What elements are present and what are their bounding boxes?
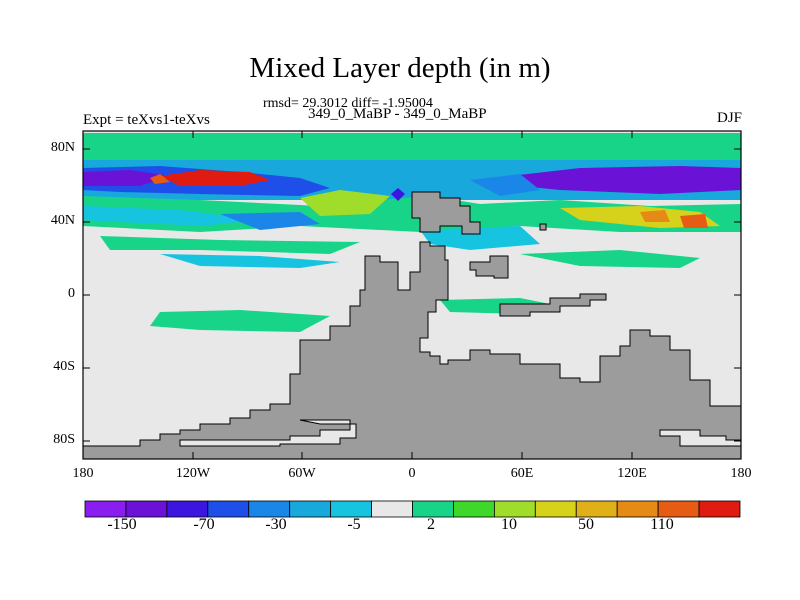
midlat-cyan-streak — [420, 226, 540, 250]
season-label: DJF — [716, 110, 742, 126]
landmass-north-africa — [469, 255, 509, 279]
subtropic-green-streak — [100, 236, 360, 254]
colorbar-box-13 — [616, 500, 659, 518]
colorbar-label-2: 2 — [427, 516, 435, 533]
indian-green-streak — [520, 250, 700, 268]
axis-ticks — [83, 131, 741, 459]
experiment-label: Expt = teXvs1-teXvs — [83, 112, 210, 128]
ytick-label-40n: 40N — [50, 213, 75, 228]
north-pacific-positive-core — [160, 170, 270, 186]
east-pacific-hot — [640, 210, 670, 222]
plot-title: Mixed Layer depth (in m) — [249, 52, 551, 84]
colorbar — [84, 500, 741, 518]
colorbar-box-15 — [698, 500, 741, 518]
ytick-label-80n: 80N — [50, 140, 75, 155]
colorbar-box-11 — [534, 500, 577, 518]
landmass-antarctic-inset — [179, 419, 357, 447]
experiment-subtitle: 349_0_MaBP - 349_0_MaBP — [308, 106, 487, 122]
colorbar-box-3 — [207, 500, 250, 518]
ytick-label-0: 0 — [68, 286, 75, 301]
landmass-americas — [82, 241, 742, 460]
colorbar-box-5 — [289, 500, 332, 518]
colorbar-box-1 — [125, 500, 168, 518]
colorbar-box-12 — [575, 500, 618, 518]
landmass-maritime — [499, 293, 607, 317]
colorbar-box-8 — [412, 500, 454, 518]
xtick-label-0: 0 — [408, 466, 416, 481]
colorbar-label-minus70: -70 — [193, 516, 215, 533]
subtropic-cyan-streak — [160, 254, 340, 268]
xtick-label-60w: 60W — [288, 466, 316, 481]
ytick-label-40s: 40S — [53, 359, 75, 374]
colorbar-box-14 — [657, 500, 700, 518]
xtick-label-120w: 120W — [175, 466, 211, 481]
north-atlantic-marker — [391, 188, 405, 201]
ytick-label-80s: 80S — [53, 432, 75, 447]
colorbar-box-6 — [330, 500, 372, 518]
colorbar-label-10: 10 — [501, 516, 517, 533]
map-panel — [82, 130, 742, 460]
tropical-green-band — [150, 310, 330, 332]
xtick-label-180-left: 180 — [72, 466, 94, 481]
landmass-greenland — [411, 191, 481, 235]
colorbar-label-minus5: -5 — [347, 516, 361, 533]
xtick-label-60e: 60E — [510, 466, 534, 481]
colorbar-box-9 — [453, 500, 495, 518]
stats-label: rmsd= 29.3012 diff= -1.95004 — [263, 96, 433, 111]
north-atlantic-yellow — [300, 190, 390, 216]
colorbar-label-50: 50 — [578, 516, 594, 533]
colorbar-box-7 — [371, 500, 413, 518]
eurasia-blue-band — [470, 174, 540, 196]
colorbar-label-minus150: -150 — [107, 516, 137, 533]
landmass-small-island — [539, 223, 547, 231]
land-masses — [82, 191, 742, 460]
east-pacific-warm — [560, 206, 720, 228]
colorbar-box-2 — [166, 500, 209, 518]
east-pacific-hot-2 — [680, 214, 708, 228]
xtick-label-120e: 120E — [617, 466, 647, 481]
colorbar-box-10 — [493, 500, 536, 518]
eurasia-negative-band — [510, 166, 741, 194]
north-pacific-deep-negative — [83, 170, 170, 186]
colorbar-box-0 — [84, 500, 127, 518]
colorbar-label-minus30: -30 — [265, 516, 287, 533]
colorbar-label-110: 110 — [650, 516, 674, 533]
midlat-blue-streak — [220, 212, 320, 230]
xtick-label-180-right: 180 — [730, 466, 752, 481]
colorbar-box-4 — [248, 500, 291, 518]
north-midlat-cyan — [83, 206, 260, 226]
north-pacific-positive-edge — [150, 174, 170, 184]
